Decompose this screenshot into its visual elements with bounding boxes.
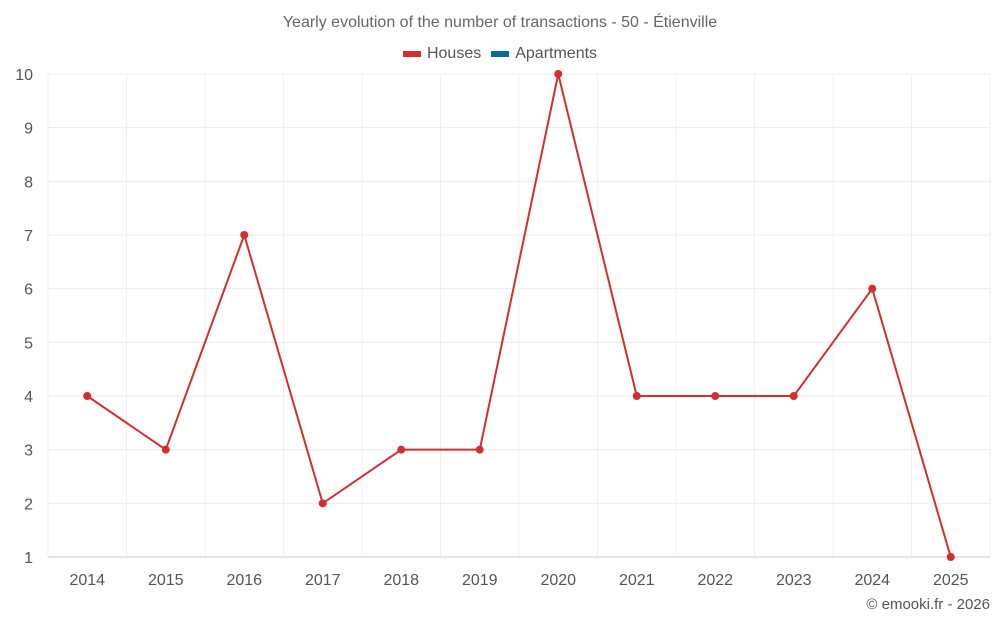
series-line-houses <box>86 73 952 558</box>
data-point-houses <box>868 284 877 293</box>
x-tick-label: 2024 <box>854 572 890 589</box>
data-point-houses <box>554 70 563 78</box>
data-point-houses <box>397 445 406 454</box>
x-tick-label: 2023 <box>776 572 812 589</box>
y-tick-label: 3 <box>24 443 33 460</box>
legend-swatch-houses <box>402 51 421 57</box>
data-point-houses <box>789 392 798 400</box>
legend-item-houses[interactable]: Houses <box>402 45 482 63</box>
x-tick-label: 2021 <box>619 572 655 589</box>
x-tick-label: 2015 <box>148 572 184 589</box>
data-point-houses <box>83 392 92 400</box>
x-tick-label: 2020 <box>540 572 576 589</box>
y-tick-label: 1 <box>24 550 33 567</box>
legend-label-apartments: Apartments <box>515 45 598 62</box>
data-point-houses <box>161 445 170 454</box>
legend-label-houses: Houses <box>426 45 482 62</box>
x-tick-label: 2016 <box>226 572 262 589</box>
y-tick-label: 4 <box>24 389 33 406</box>
x-tick-label: 2017 <box>305 572 341 589</box>
x-tick-label: 2022 <box>697 572 733 589</box>
data-point-houses <box>946 553 955 561</box>
data-point-houses <box>632 392 641 400</box>
chart-title: Yearly evolution of the number of transa… <box>282 14 718 31</box>
y-tick-label: 5 <box>24 335 33 352</box>
x-tick-label: 2018 <box>383 572 419 589</box>
data-point-houses <box>318 499 327 508</box>
x-tick-label: 2014 <box>69 572 105 589</box>
y-tick-label: 9 <box>24 121 33 138</box>
data-point-houses <box>475 445 484 454</box>
legend: Houses Apartments <box>0 45 1000 63</box>
y-tick-label: 2 <box>24 496 33 513</box>
x-tick-label: 2019 <box>462 572 498 589</box>
y-tick-label: 7 <box>24 228 33 245</box>
x-tick-label: 2025 <box>933 572 969 589</box>
y-tick-label: 8 <box>24 174 33 191</box>
legend-swatch-apartments <box>491 51 510 57</box>
credit-text: © emooki.fr - 2026 <box>866 596 990 613</box>
y-tick-label: 10 <box>15 67 33 84</box>
legend-item-apartments[interactable]: Apartments <box>491 45 597 63</box>
data-point-houses <box>711 392 720 400</box>
y-tick-label: 6 <box>24 282 33 299</box>
data-point-houses <box>240 231 249 239</box>
